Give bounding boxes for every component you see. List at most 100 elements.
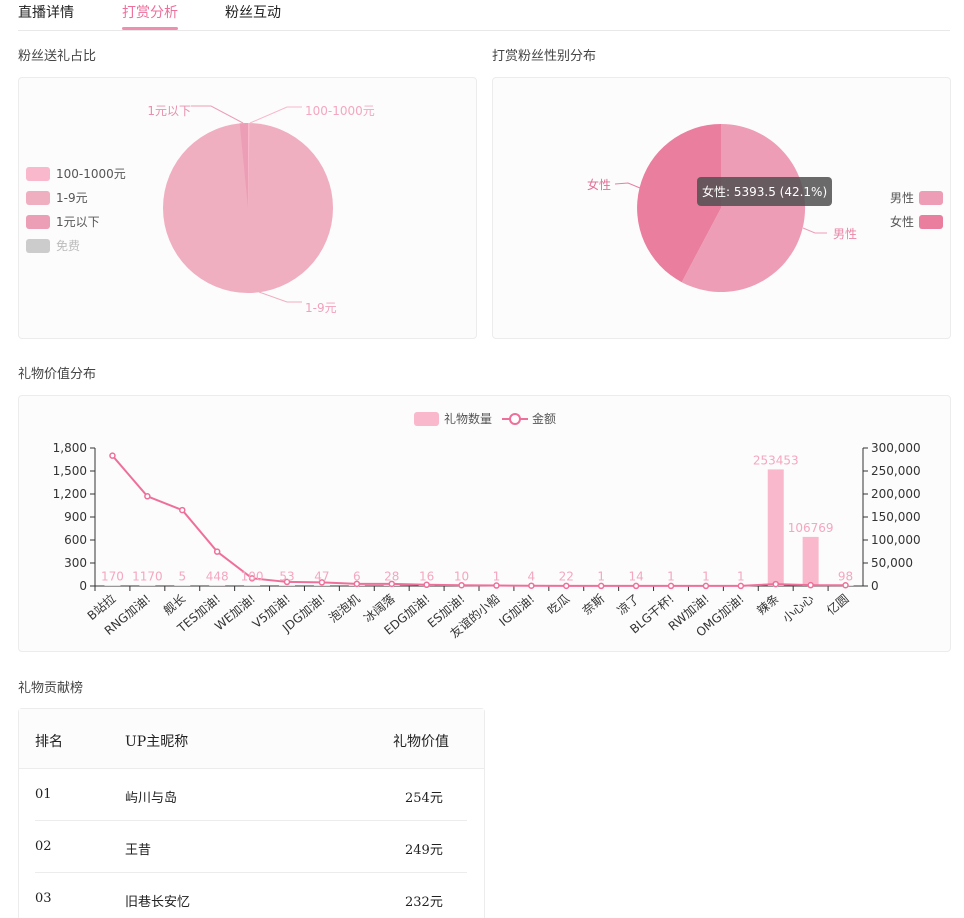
- y-tick-label-right: 300,000: [871, 441, 921, 455]
- pie-slice-female[interactable]: [637, 124, 721, 283]
- legend-label: 1-9元: [56, 191, 88, 205]
- line-point[interactable]: [597, 582, 605, 590]
- line-point[interactable]: [179, 506, 186, 514]
- legend-swatch-bar[interactable]: [414, 412, 439, 426]
- line-point[interactable]: [772, 580, 779, 588]
- bar-gift-count[interactable]: [767, 469, 784, 586]
- bar-data-label: 448: [206, 569, 229, 583]
- table-row[interactable]: 02 王昔 249元: [35, 821, 467, 873]
- bar-gift-count[interactable]: [104, 585, 121, 586]
- x-tick-label: 小心心: [780, 592, 817, 626]
- gift-share-title: 粉丝送礼占比: [18, 49, 97, 64]
- callout-line: [258, 291, 302, 303]
- bar-data-label: 1: [493, 569, 501, 583]
- line-point[interactable]: [842, 581, 849, 589]
- line-point[interactable]: [632, 582, 640, 590]
- legend-label: 100-1000元: [56, 167, 126, 181]
- line-point[interactable]: [702, 582, 710, 590]
- bar-data-label: 10: [454, 569, 469, 583]
- legend-item-free[interactable]: 免费: [26, 237, 80, 254]
- y-tick-label-left: 1,500: [53, 464, 87, 478]
- tab-fan-interaction[interactable]: 粉丝互动: [225, 5, 281, 21]
- line-point[interactable]: [109, 452, 116, 459]
- y-tick-label-left: 900: [64, 510, 87, 524]
- bar-data-label: 170: [101, 569, 124, 583]
- name-cell: 王昔: [125, 843, 152, 858]
- callout-line: [802, 227, 827, 234]
- line-point[interactable]: [737, 582, 745, 590]
- line-point[interactable]: [493, 582, 500, 589]
- line-point[interactable]: [213, 548, 221, 555]
- header-rank: 排名: [35, 734, 63, 750]
- line-point[interactable]: [528, 582, 535, 589]
- rank-cell: 02: [35, 839, 52, 854]
- legend-label: 1元以下: [56, 215, 100, 229]
- legend-item-100-1000[interactable]: 100-1000元: [26, 165, 126, 182]
- line-point[interactable]: [563, 582, 570, 590]
- y-tick-label-left: 1,800: [53, 441, 87, 455]
- bar-data-label: 28: [384, 569, 399, 583]
- legend-marker: [509, 413, 521, 425]
- chart-legend: 礼物数量 金额: [414, 411, 556, 426]
- legend-label: 男性: [890, 191, 915, 205]
- x-tick-label: IG加油!: [496, 592, 537, 630]
- callout-line: [191, 105, 244, 124]
- legend-item-male[interactable]: 男性: [890, 189, 944, 206]
- line-point[interactable]: [283, 578, 291, 586]
- table-row[interactable]: 03 旧巷长安忆 232元: [35, 873, 467, 918]
- line-point[interactable]: [423, 581, 430, 589]
- line-point[interactable]: [458, 581, 465, 589]
- pie-slice-male[interactable]: [681, 123, 806, 292]
- gift-value-chart: 礼物数量 金额 0 300 600 900 1,200 1,500 1,800 0 50,000…: [53, 411, 921, 641]
- line-point[interactable]: [807, 581, 814, 589]
- bar-gift-count[interactable]: [174, 585, 191, 586]
- bar-data-label: 100: [241, 569, 264, 583]
- bar-data-label: 16: [419, 569, 434, 583]
- tab-bar: 直播详情 打赏分析 粉丝互动: [18, 0, 950, 31]
- x-tick-label: 吃瓜: [545, 592, 572, 618]
- name-cell: 屿川与岛: [125, 791, 178, 806]
- line-point[interactable]: [318, 579, 326, 586]
- gift-share-panel: 100-1000元 1-9元 1元以下 免费 1元以下 100-1000元 1-…: [18, 77, 477, 339]
- bar-gift-count[interactable]: [209, 585, 226, 586]
- legend-item-female[interactable]: 女性: [890, 213, 944, 230]
- line-point[interactable]: [667, 582, 675, 590]
- ranking-title: 礼物贡献榜: [18, 681, 84, 696]
- legend-swatch: [919, 214, 944, 229]
- line-point[interactable]: [248, 575, 256, 582]
- pie-slice-under-1[interactable]: [239, 122, 248, 208]
- table-row[interactable]: 01 屿川与岛 254元: [35, 769, 467, 821]
- y-tick-label-right: 250,000: [871, 464, 921, 478]
- line-point[interactable]: [353, 580, 361, 588]
- rank-cell: 03: [35, 891, 52, 906]
- x-tick-label: 奈斯: [580, 592, 607, 618]
- callout-label: 女性: [587, 177, 611, 192]
- legend-swatch: [26, 214, 50, 229]
- legend-item-1-9[interactable]: 1-9元: [26, 189, 88, 206]
- bar-data-label: 98: [838, 569, 853, 583]
- bar-gift-count[interactable]: [802, 536, 819, 586]
- legend-label-count: 礼物数量: [444, 411, 492, 426]
- tab-live-detail[interactable]: 直播详情: [18, 5, 74, 21]
- bar-data-label: 1: [597, 569, 605, 583]
- bar-data-label: 47: [314, 569, 329, 583]
- x-tick-label: 凉了: [614, 591, 642, 618]
- line-point[interactable]: [388, 580, 395, 588]
- legend-swatch: [26, 238, 50, 253]
- bar-gift-count[interactable]: [313, 585, 330, 586]
- legend-item-under-1[interactable]: 1元以下: [26, 213, 100, 230]
- bar-data-label: 5: [178, 569, 186, 583]
- bar-gift-count[interactable]: [139, 585, 156, 586]
- bar-data-label: 1170: [132, 569, 163, 583]
- line-point[interactable]: [144, 493, 151, 500]
- legend-swatch: [26, 190, 50, 205]
- y-tick-label-left: 600: [64, 533, 87, 547]
- gender-title: 打赏粉丝性别分布: [492, 49, 597, 64]
- amount-line: [111, 455, 846, 587]
- tab-reward-analysis[interactable]: 打赏分析: [122, 5, 178, 21]
- legend-swatch: [919, 190, 944, 205]
- bar-gift-count[interactable]: [279, 585, 295, 586]
- x-tick-label: 泡泡机: [326, 592, 363, 626]
- bar-gift-count[interactable]: [244, 585, 261, 586]
- pie-slice-100-1000[interactable]: [248, 122, 250, 208]
